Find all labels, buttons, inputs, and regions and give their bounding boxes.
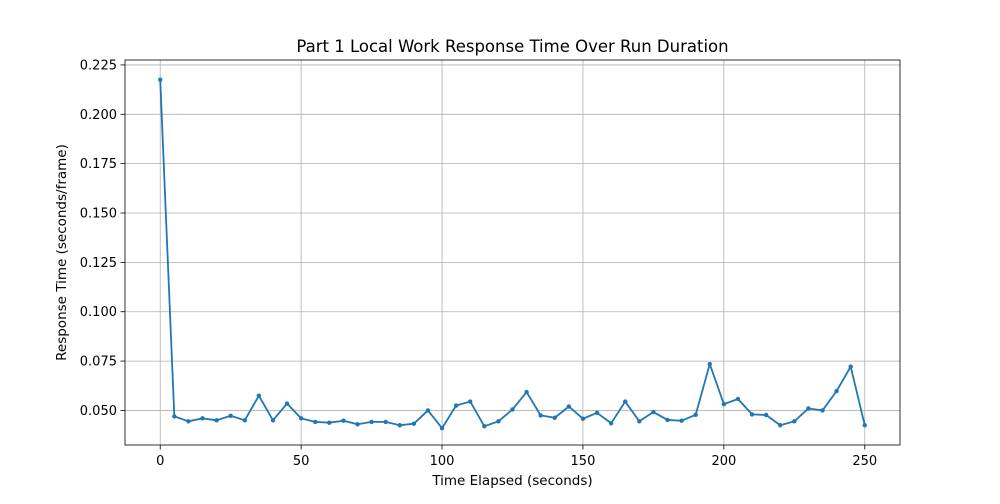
axis-ticks: 0 50 100 150 200 250 0.050 0.075 0.100 0.125 0.150… bbox=[80, 58, 877, 469]
data-point bbox=[228, 413, 233, 418]
data-point bbox=[707, 361, 712, 367]
data-point bbox=[735, 396, 741, 402]
data-point bbox=[693, 412, 698, 417]
data-point bbox=[552, 415, 557, 420]
data-point bbox=[397, 423, 402, 428]
data-point bbox=[496, 419, 501, 424]
data-point bbox=[679, 418, 684, 423]
y-tick-label: 0.100 bbox=[80, 305, 117, 320]
data-point bbox=[820, 408, 825, 413]
y-tick-label: 0.150 bbox=[80, 207, 117, 222]
x-axis-label: Time Elapsed (seconds) bbox=[431, 473, 592, 489]
data-point bbox=[538, 413, 543, 418]
data-point bbox=[524, 389, 529, 395]
data-point bbox=[665, 417, 670, 423]
data-point bbox=[425, 408, 431, 413]
data-point bbox=[270, 418, 276, 423]
data-point bbox=[453, 403, 459, 408]
data-point bbox=[341, 418, 346, 423]
y-tick-label: 0.200 bbox=[80, 108, 117, 123]
data-point bbox=[383, 419, 388, 425]
data-point bbox=[510, 407, 515, 412]
x-tick-label: 200 bbox=[711, 454, 736, 469]
x-tick-label: 0 bbox=[156, 454, 164, 469]
data-point bbox=[637, 419, 642, 424]
y-tick-label: 0.125 bbox=[80, 256, 117, 271]
data-point bbox=[806, 406, 811, 411]
data-point bbox=[651, 409, 656, 415]
x-tick-label: 100 bbox=[430, 454, 455, 469]
data-point bbox=[580, 416, 586, 421]
data-point bbox=[355, 422, 360, 427]
data-point bbox=[256, 393, 262, 398]
data-point bbox=[763, 412, 769, 418]
data-point bbox=[749, 412, 755, 417]
x-tick-label: 150 bbox=[571, 454, 596, 469]
data-point bbox=[778, 423, 783, 428]
data-point bbox=[439, 426, 445, 431]
data-point bbox=[792, 419, 797, 424]
data-point bbox=[369, 419, 374, 425]
data-point bbox=[186, 419, 191, 424]
data-point bbox=[242, 418, 247, 423]
plot-frame bbox=[124, 59, 901, 446]
data-point bbox=[608, 421, 614, 426]
data-point bbox=[298, 416, 304, 421]
data-point bbox=[172, 414, 177, 419]
data-point bbox=[862, 423, 867, 428]
data-point bbox=[411, 421, 417, 426]
data-point bbox=[158, 77, 163, 82]
y-tick-label: 0.075 bbox=[80, 355, 117, 370]
y-axis-label: Response Time (seconds/frame) bbox=[54, 144, 70, 361]
data-point bbox=[721, 401, 727, 407]
y-tick-label: 0.225 bbox=[80, 58, 117, 73]
data-point bbox=[468, 399, 473, 404]
data-point bbox=[623, 399, 628, 404]
x-tick-label: 250 bbox=[852, 454, 877, 469]
data-point bbox=[313, 419, 318, 425]
data-point bbox=[284, 401, 290, 406]
data-point bbox=[200, 416, 205, 421]
data-point bbox=[834, 388, 839, 394]
data-point bbox=[594, 410, 600, 416]
data-point bbox=[482, 424, 487, 429]
data-point bbox=[566, 404, 572, 409]
x-tick-label: 50 bbox=[293, 454, 310, 469]
data-series bbox=[158, 77, 867, 431]
data-point bbox=[214, 418, 219, 423]
chart-title: Part 1 Local Work Response Time Over Run… bbox=[296, 37, 728, 56]
data-point bbox=[848, 364, 853, 369]
y-tick-label: 0.050 bbox=[80, 404, 117, 419]
y-tick-label: 0.175 bbox=[80, 157, 117, 172]
grid bbox=[125, 60, 900, 445]
data-point bbox=[327, 420, 332, 425]
